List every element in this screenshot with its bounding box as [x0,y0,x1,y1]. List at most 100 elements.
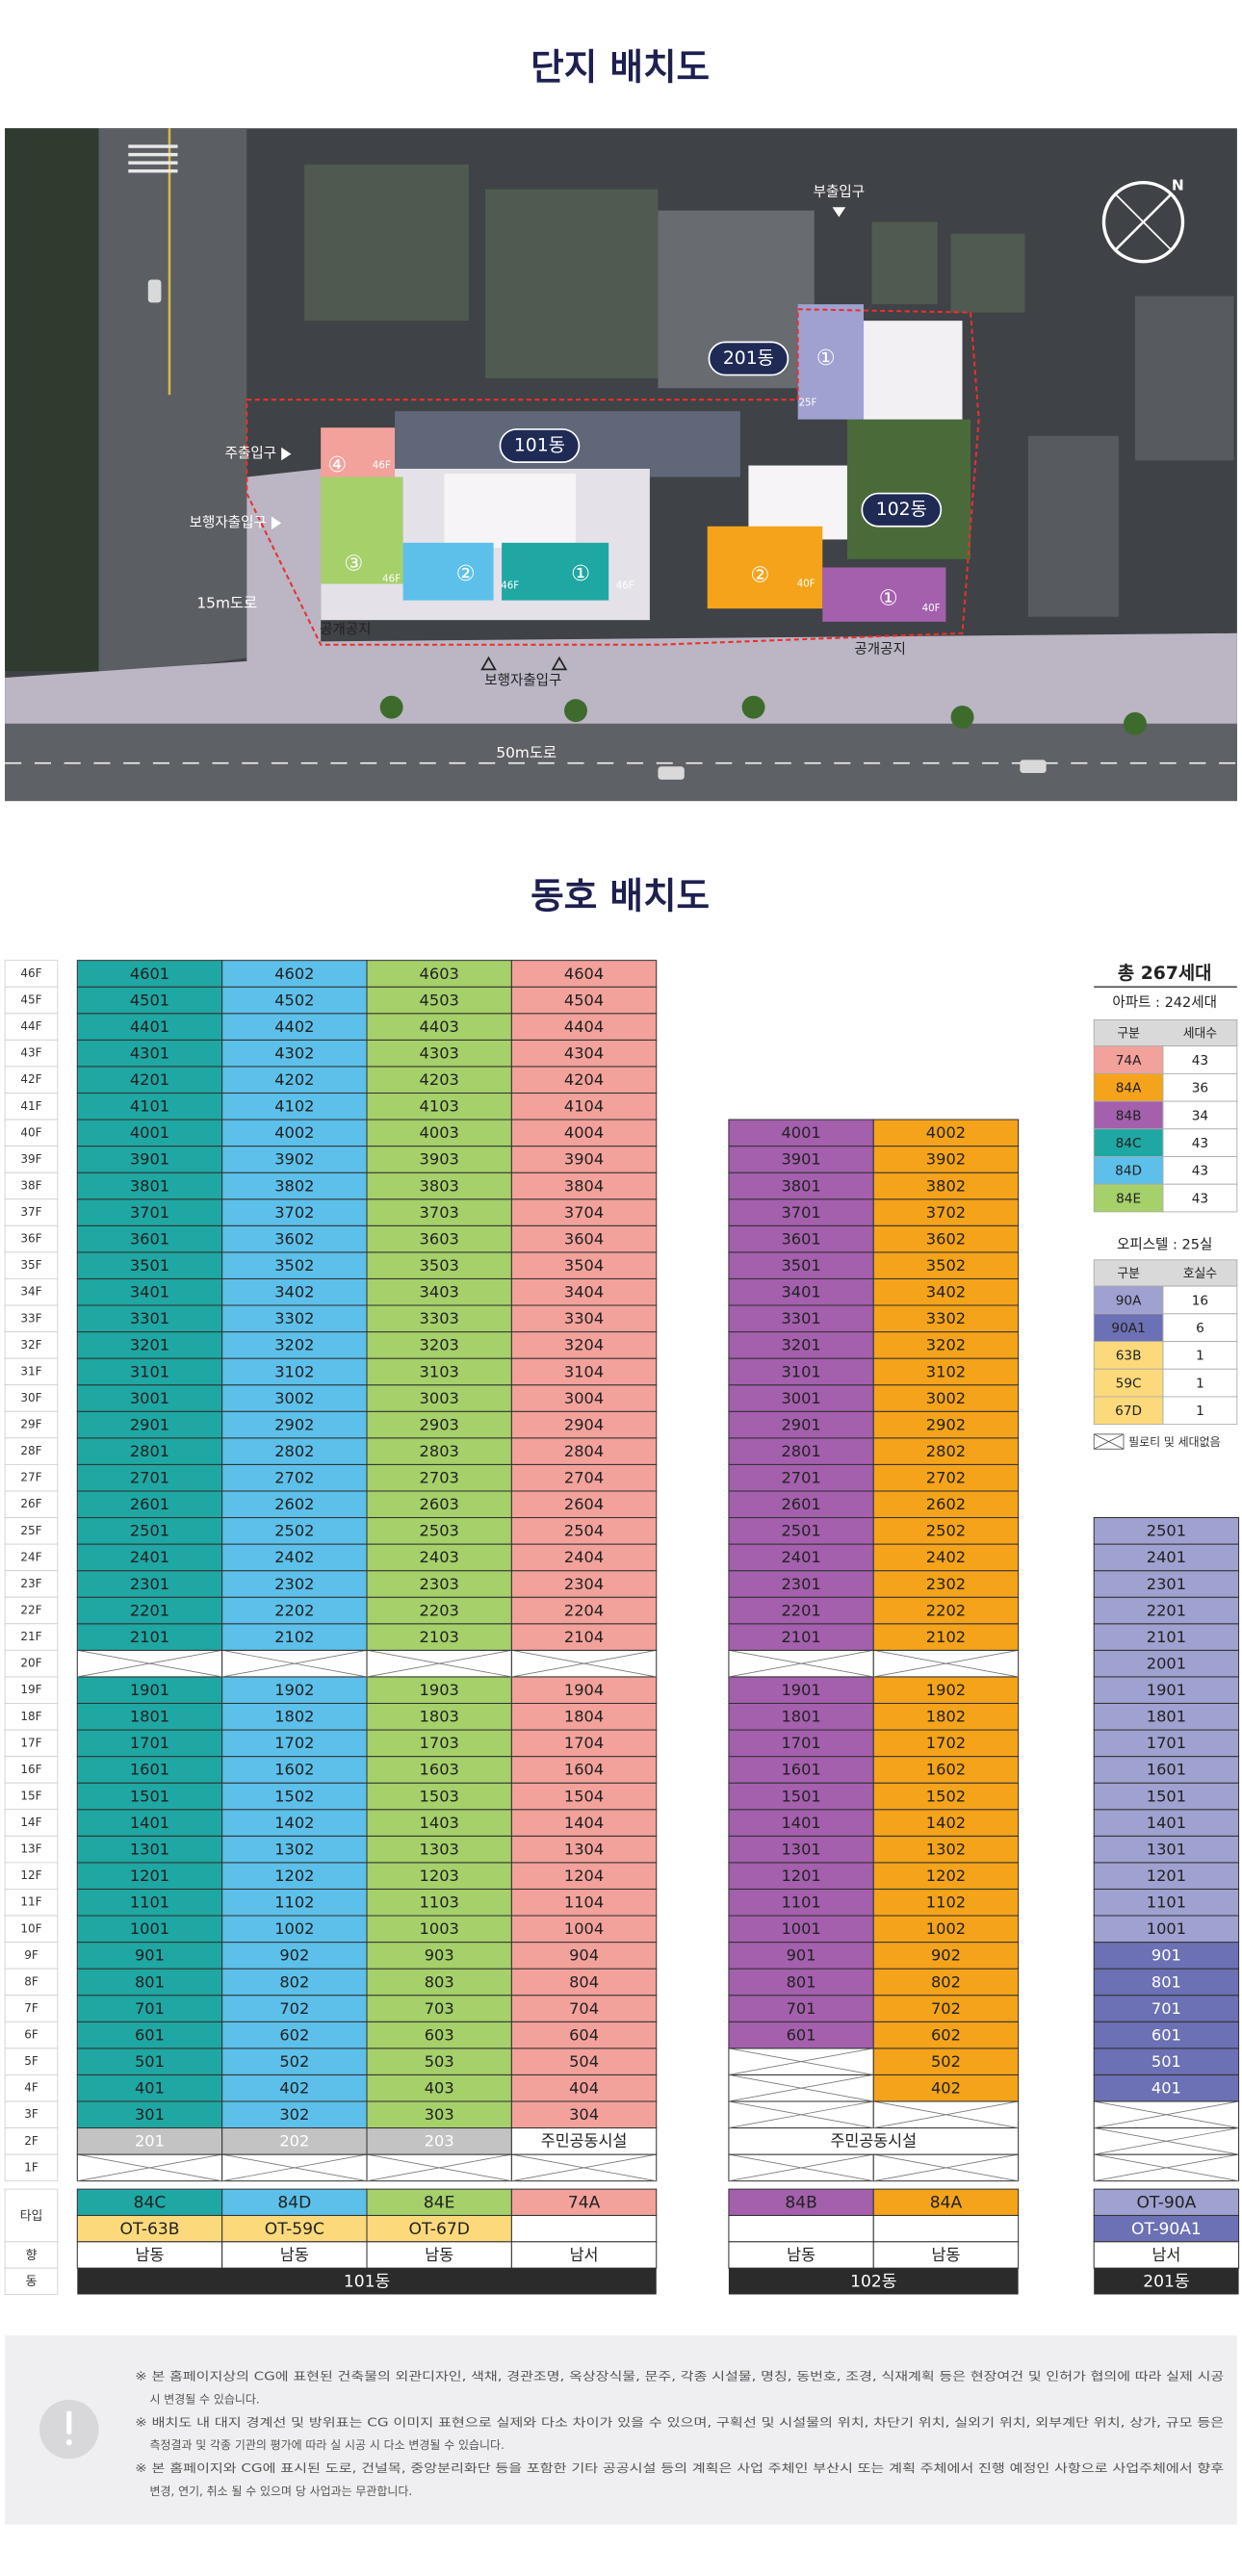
unit-cell [1093,1835,1240,1864]
unit-cell [728,1756,874,1784]
unit-label: 2304 [564,1575,604,1593]
unit-label: 2604 [564,1495,604,1513]
unit-cell [728,1543,874,1572]
floor-label: 1F [24,2160,39,2174]
building-bar [1094,2268,1239,2295]
unit-label: 2902 [274,1415,314,1433]
unit-label: 3802 [274,1176,314,1195]
unit-label: 1403 [420,1814,459,1832]
type-label: 84D [277,2194,311,2213]
direction-label: 남동 [425,2246,453,2264]
unit-cell [510,1039,658,1068]
unit-cell [872,1119,1020,1147]
unit-marker: ① [816,346,836,371]
unit-cell [76,1384,223,1412]
unit-label: 4204 [564,1070,604,1089]
unit-cell [76,1013,223,1041]
unit-cell [1093,1782,1240,1811]
unit-label: 2102 [926,1628,966,1646]
type-name: 84A [1116,1081,1142,1096]
unit-cell [510,2074,658,2102]
floor-cell [4,1835,59,1864]
unit-cell [366,1888,512,1917]
type-swatch [1093,1072,1164,1102]
tree [564,699,587,723]
type-swatch [1093,1100,1164,1130]
unit-cell [872,1756,1020,1784]
unit-label: 1002 [926,1919,966,1938]
unit-marker: ④ [327,452,347,477]
unit-cell [510,960,658,988]
unit-label: 2802 [926,1442,966,1460]
type-count: 1 [1196,1349,1204,1364]
floor-label: 3F [24,2107,39,2121]
unit-label: 2703 [420,1469,459,1487]
unit-label: 802 [279,1972,309,1991]
unit-label: 601 [787,2025,816,2044]
subtype-cell [221,2214,368,2243]
unit-cell [728,2021,874,2049]
section-title: 동호 배치도 [530,874,710,916]
empty-cross [366,1649,512,1678]
unit-cell [872,2021,1020,2049]
floor-label: 9F [24,1948,39,1962]
unit-label: 4303 [420,1043,459,1062]
table-title: 오피스텔 : 25실 [1117,1236,1212,1252]
count-cell [1162,1313,1238,1342]
type-name: 90A1 [1111,1321,1145,1336]
notice-icon-bar [66,2410,72,2434]
direction-label: 남동 [787,2246,815,2264]
unit-label: 4403 [420,1018,459,1036]
entrance-marker [832,207,846,218]
type-name: 67D [1115,1404,1142,1419]
unit-label: 3604 [564,1229,604,1248]
unit-cell [1093,1862,1240,1890]
unit-cell [366,1835,512,1864]
unit-label: 1003 [420,1919,459,1938]
unit-cell [510,2048,658,2075]
unit-label: 2503 [420,1522,459,1540]
floor-cell [4,1517,59,1545]
unit-label: 3202 [274,1336,314,1354]
empty-cross [511,2153,657,2182]
unit-cell [76,2048,223,2075]
unit-label: 3302 [926,1309,966,1327]
unit-label: 4103 [420,1097,459,1116]
unit-label: 2803 [420,1442,459,1460]
unit-label: 3101 [130,1362,169,1380]
unit-label: 3001 [781,1389,820,1407]
unit-cell [872,1331,1020,1359]
unit-cell [76,1915,223,1944]
unit-label: 2501 [130,1522,169,1540]
unit-label: 902 [279,1946,309,1965]
table-header-label: 구분 [1117,1267,1140,1281]
floor-cell [4,986,59,1015]
crosswalk-stripe [128,144,178,148]
unit-cell [728,1357,874,1386]
direction-cell [1093,2241,1240,2269]
unit-cell [366,1862,512,1890]
tree [741,695,765,719]
subtype-label: OT-67D [409,2220,470,2239]
unit-cell [221,1782,368,1811]
unit-label: 4504 [564,991,604,1009]
entrance-marker [281,447,292,461]
unit-label: 2202 [274,1601,314,1619]
type-name: 84B [1116,1108,1142,1123]
table-header-label: 호실수 [1183,1267,1218,1281]
unit-cell [728,1490,874,1519]
unit-label: 4501 [130,991,169,1009]
unit-label: 1901 [1147,1681,1186,1699]
unit-cell [510,1146,658,1173]
existing-building [871,221,938,305]
type-name: 59C [1116,1376,1142,1391]
floor-label: 44F [20,1019,41,1033]
unit-block [707,526,823,609]
unit-label: 3401 [781,1283,820,1301]
building-label: 102동 [876,500,927,520]
unit-label: 2804 [564,1442,604,1460]
unit-cell [366,1039,512,1068]
type-cell [366,2188,512,2216]
unit-block [502,542,609,601]
notes-background [5,2335,1237,2525]
